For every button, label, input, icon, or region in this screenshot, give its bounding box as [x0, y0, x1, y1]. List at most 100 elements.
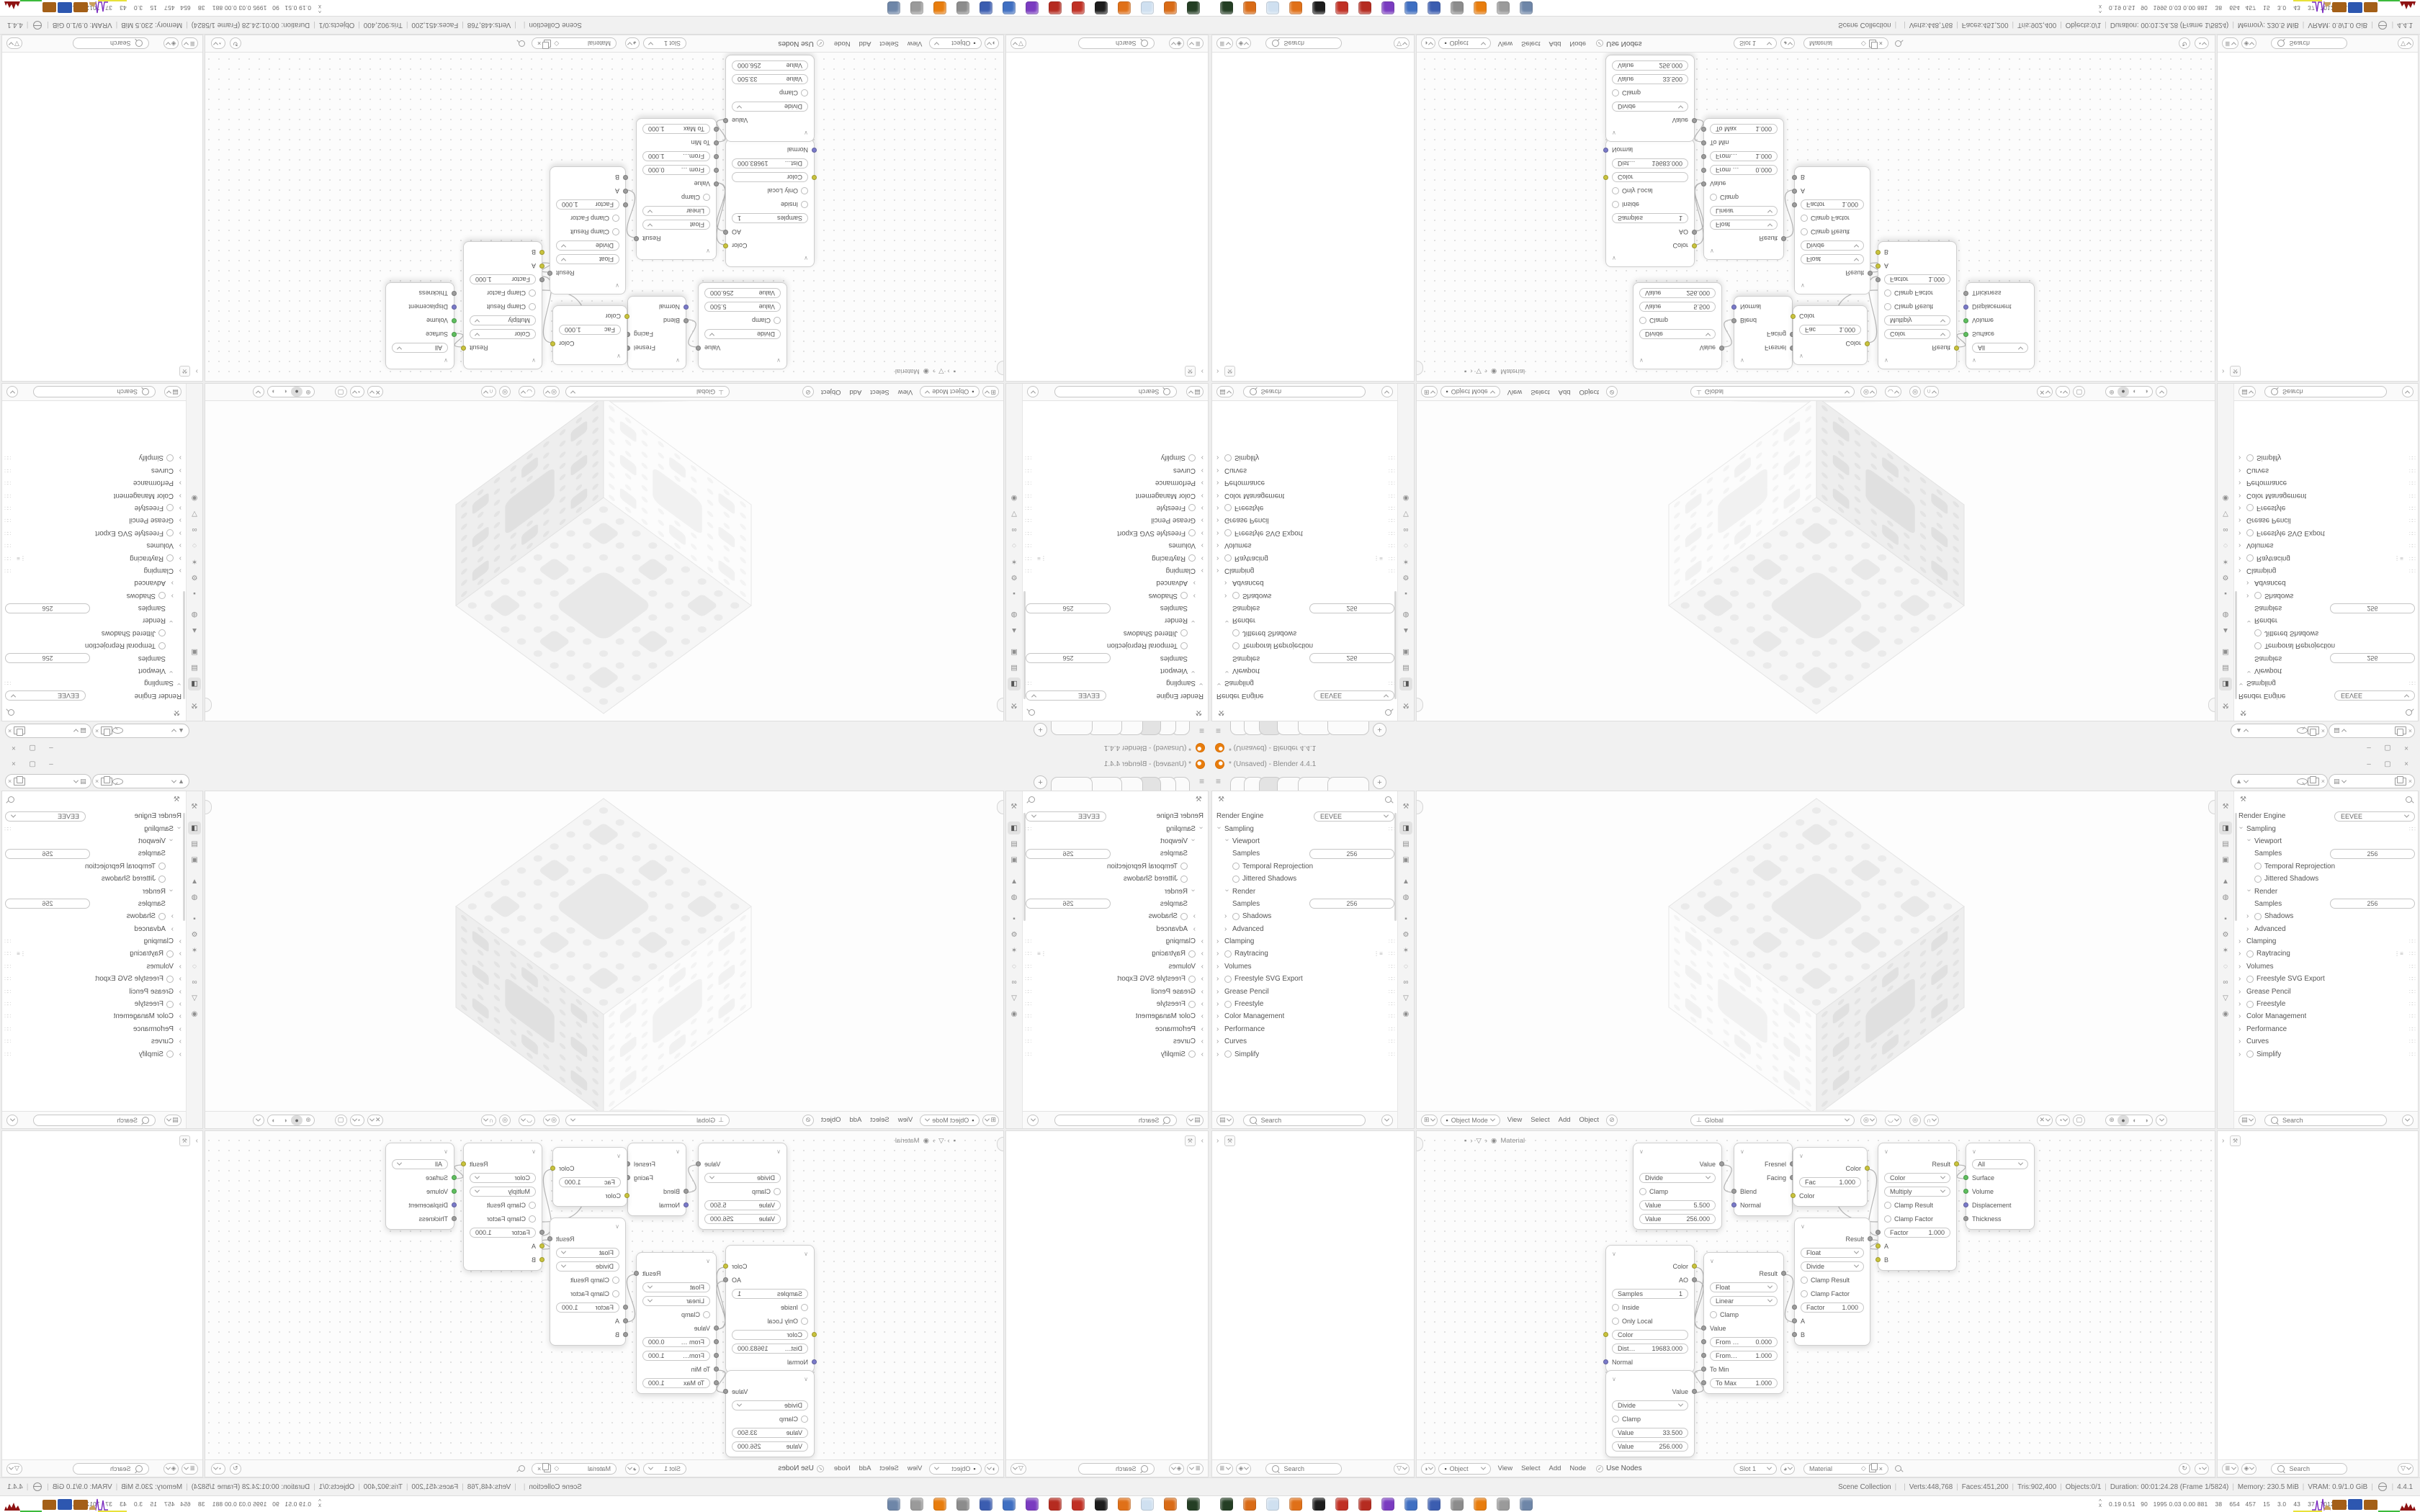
- node-value-field[interactable]: From … 0.000: [1710, 1336, 1778, 1347]
- scrollbar[interactable]: [1023, 591, 1026, 699]
- shader-node-material-output[interactable]: ∨ All Surface Volume Displacement Thickness: [385, 282, 457, 369]
- input-socket-from…[interactable]: [1701, 154, 1706, 159]
- drag-grip[interactable]: ∷∷: [5, 1038, 12, 1045]
- expand-icon[interactable]: ›: [1224, 924, 1227, 933]
- property-row-performance[interactable]: › Performance ∷∷: [1026, 1023, 1204, 1035]
- panel-menu-icon[interactable]: ⋮≡: [2394, 554, 2403, 562]
- shader-node-material-output[interactable]: ∨ All Surface Volume Displacement Thickness: [385, 1143, 457, 1230]
- input-socket-factor[interactable]: [1792, 1305, 1797, 1310]
- taskbar-app-tool-app[interactable]: [956, 1498, 969, 1511]
- properties-search-input[interactable]: [1107, 1115, 1161, 1125]
- expand-icon[interactable]: ›: [1201, 466, 1204, 474]
- drag-grip[interactable]: ∷∷: [2408, 825, 2416, 832]
- expand-icon[interactable]: ›: [1216, 466, 1219, 474]
- taskbar-app-gimp[interactable]: [1497, 1, 1510, 14]
- shader-type-dropdown[interactable]: ▪ Object: [1438, 1462, 1491, 1475]
- shading-solid-icon[interactable]: ●: [291, 387, 302, 397]
- node-dropdown[interactable]: Divide: [1801, 1261, 1864, 1272]
- properties-tab-scene-icon[interactable]: ▲: [191, 626, 198, 635]
- close-icon[interactable]: ×: [2408, 727, 2412, 734]
- copy-icon[interactable]: [101, 777, 113, 786]
- taskbar-app-purple-app[interactable]: [1381, 1, 1394, 14]
- node-checkbox[interactable]: [529, 1201, 536, 1209]
- outliner-filter-icon[interactable]: ◈: [1235, 1462, 1252, 1475]
- property-row-render[interactable]: › Render: [1026, 614, 1204, 626]
- mode-options-icon[interactable]: ⊘: [802, 1114, 815, 1126]
- add-workspace-button[interactable]: +: [1373, 775, 1386, 789]
- expand-icon[interactable]: ›: [2238, 962, 2241, 971]
- output-socket-color[interactable]: [723, 1264, 728, 1269]
- checkbox[interactable]: [1224, 1000, 1232, 1008]
- number-field[interactable]: 256: [5, 848, 90, 859]
- taskbar-app-terminal[interactable]: [1187, 1, 1200, 14]
- expand-icon[interactable]: ›: [2245, 670, 2253, 674]
- drag-grip[interactable]: ∷∷: [1026, 504, 1032, 511]
- property-row-render-engine[interactable]: Render Engine EEVEE: [2238, 690, 2415, 702]
- taskbar-app-blender[interactable]: [1474, 1498, 1487, 1511]
- scene-selector[interactable]: ▲ ×: [92, 724, 189, 738]
- menu-add[interactable]: Add: [1558, 1116, 1571, 1124]
- property-row-freestyle-svg-export[interactable]: › Freestyle SVG Export ∷∷: [1026, 973, 1204, 985]
- node-checkbox[interactable]: [801, 201, 808, 209]
- proportional-falloff-button[interactable]: ∩: [1924, 386, 1940, 398]
- checkbox[interactable]: [1180, 875, 1188, 883]
- restore-button[interactable]: ▢: [2384, 744, 2391, 752]
- expand-icon[interactable]: ›: [2238, 1025, 2241, 1033]
- node-dropdown[interactable]: Divide: [1801, 240, 1864, 251]
- drag-grip[interactable]: ∷∷: [1388, 1038, 1395, 1045]
- drag-grip[interactable]: ∷∷: [1026, 825, 1032, 832]
- expand-icon[interactable]: ›: [2246, 579, 2249, 588]
- expand-icon[interactable]: ›: [1216, 1038, 1219, 1046]
- copy-icon[interactable]: [1868, 40, 1876, 48]
- input-socket-volume[interactable]: [1963, 318, 1968, 323]
- scrollbar[interactable]: [2235, 813, 2237, 921]
- expand-icon[interactable]: ›: [1201, 1050, 1204, 1058]
- copy-icon[interactable]: [544, 1464, 552, 1472]
- taskbar-app-tool-app[interactable]: [956, 1, 969, 14]
- node-checkbox[interactable]: [1710, 194, 1717, 202]
- input-socket-color[interactable]: [812, 175, 817, 180]
- output-socket-value[interactable]: [1719, 1161, 1724, 1166]
- property-row-render[interactable]: › Render: [1216, 885, 1394, 897]
- browse-material-icon[interactable]: ◕: [624, 1462, 640, 1475]
- output-socket-color[interactable]: [1865, 1166, 1870, 1171]
- drag-grip[interactable]: ∷∷: [1026, 938, 1032, 945]
- input-socket-factor[interactable]: [1876, 1230, 1881, 1235]
- taskbar-app-floppy-save[interactable]: [1428, 1, 1440, 14]
- material-name-field[interactable]: Material ◇ ×: [1803, 1462, 1888, 1475]
- filter-dropdown[interactable]: ▽: [1010, 37, 1026, 50]
- menu-view[interactable]: View: [1497, 40, 1513, 48]
- expand-icon[interactable]: ›: [167, 888, 175, 891]
- properties-display-icon[interactable]: ▤: [1186, 386, 1204, 398]
- input-socket-b[interactable]: [623, 175, 628, 180]
- transform-orientation-dropdown[interactable]: ⊥ Global: [565, 1114, 730, 1126]
- node-checkbox[interactable]: [1884, 289, 1891, 297]
- property-row-grease-pencil[interactable]: › Grease Pencil ∷∷: [5, 514, 182, 526]
- view-layer-selector[interactable]: ▤ ×: [5, 724, 91, 738]
- taskbar-app-blender[interactable]: [933, 1498, 946, 1511]
- menu-node[interactable]: Node: [833, 1464, 851, 1472]
- shading-wireframe-icon[interactable]: ⊕: [2109, 1116, 2115, 1123]
- checkbox[interactable]: [158, 592, 166, 600]
- scrollbar[interactable]: [2235, 591, 2237, 699]
- property-row-sampling[interactable]: › Sampling ∷∷: [1215, 677, 1394, 689]
- number-field[interactable]: 256: [1026, 899, 1111, 909]
- output-socket-result[interactable]: [1781, 236, 1786, 241]
- checkbox[interactable]: [1232, 912, 1240, 920]
- properties-tab-modifiers-icon[interactable]: ⚙: [1010, 930, 1018, 939]
- property-row-advanced[interactable]: › Advanced: [5, 923, 182, 935]
- shader-node-mix-color[interactable]: ∨ Result Color Multiply Clamp Result Clamp Fa…: [1876, 241, 1959, 369]
- input-socket-a[interactable]: [623, 1318, 628, 1323]
- checkbox[interactable]: [166, 975, 174, 983]
- drag-grip[interactable]: ∷∷: [1026, 1025, 1032, 1032]
- property-row-clamping[interactable]: › Clamping ∷∷: [2238, 935, 2416, 948]
- menu-hamburger-icon[interactable]: ≡: [1216, 726, 1222, 736]
- property-row-raytracing[interactable]: › Raytracing ⋮≡ ∷∷: [2238, 552, 2415, 564]
- expand-icon[interactable]: ›: [2238, 566, 2241, 575]
- node-checkbox[interactable]: [1884, 1201, 1891, 1209]
- input-socket-value[interactable]: [714, 1326, 719, 1331]
- expand-icon[interactable]: ›: [1189, 670, 1197, 674]
- node-dropdown[interactable]: Divide: [1612, 102, 1688, 112]
- input-socket-color[interactable]: [1791, 1193, 1796, 1198]
- expand-icon[interactable]: ›: [1216, 987, 1219, 996]
